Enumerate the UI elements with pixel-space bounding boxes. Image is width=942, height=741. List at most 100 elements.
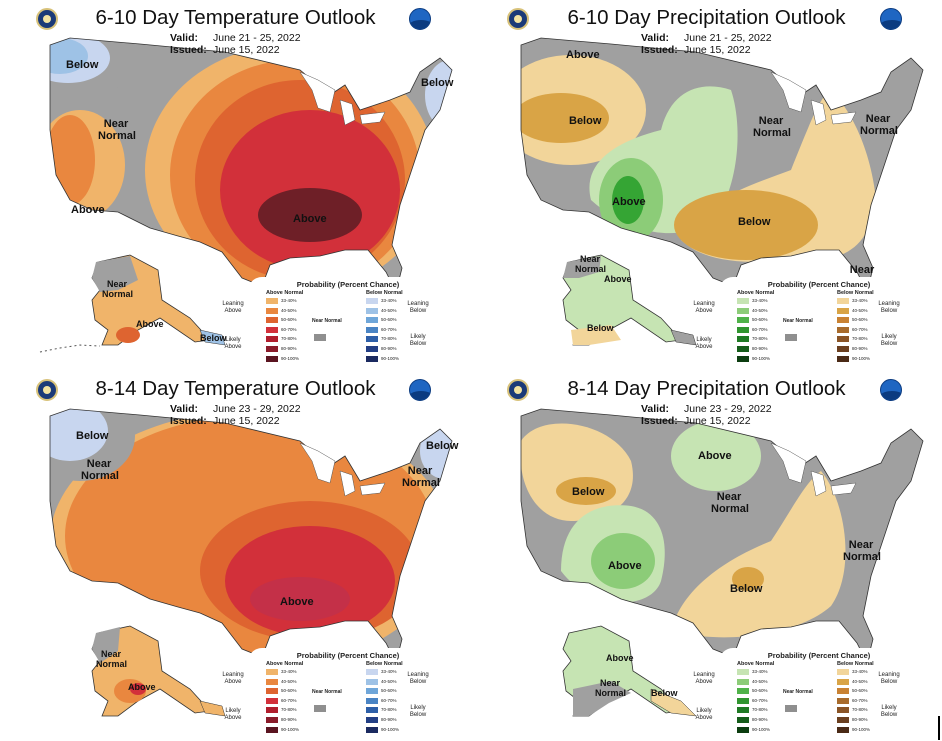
- valid-dates: June 23 - 29, 2022: [213, 403, 301, 415]
- legend-swatch-above: [737, 717, 749, 723]
- legend-title: Probability (Percent Chance): [296, 280, 400, 289]
- region-label: Near Normal: [843, 539, 881, 563]
- legend-level-label: 60-70%: [852, 326, 868, 332]
- legend-level-label: 40-50%: [752, 678, 768, 684]
- legend-level-label: 60-70%: [281, 326, 297, 332]
- legend-swatch-above: [266, 298, 278, 304]
- legend-near-normal-label: Near Normal: [783, 689, 813, 695]
- legend-swatch-above: [266, 326, 278, 333]
- valid-issued: Valid: June 21 - 25, 2022 Issued: June 15,…: [641, 32, 772, 56]
- legend-swatch-above: [737, 697, 749, 704]
- legend-level-label: 33-40%: [281, 298, 297, 303]
- legend-level-label: 90-100%: [281, 726, 300, 732]
- legend-swatch-above: [737, 678, 749, 685]
- legend-title: Probability (Percent Chance): [767, 280, 871, 289]
- legend-below-header: Below Normal: [837, 661, 874, 667]
- legend-level-label: 70-80%: [381, 707, 397, 713]
- region-label: Near Normal: [96, 649, 128, 669]
- legend-swatch-above: [737, 355, 749, 362]
- legend-swatch-below: [366, 707, 378, 714]
- legend-level-label: 50-60%: [281, 317, 297, 323]
- legend-level-label: 80-90%: [752, 717, 768, 722]
- legend-swatch-below: [837, 678, 849, 685]
- legend-below-header: Below Normal: [366, 661, 403, 667]
- legend-near-normal-label: Near Normal: [312, 318, 342, 324]
- region-label: Below: [730, 583, 763, 595]
- legend-level-label: 40-50%: [281, 307, 297, 313]
- legend-level-label: 50-60%: [381, 317, 397, 323]
- legend-leaning-below: Leaning Below: [878, 301, 900, 314]
- region-label: Above: [293, 213, 327, 225]
- legend-swatch-below: [837, 688, 849, 695]
- doc-seal-logo: [507, 8, 529, 30]
- map-title: 6-10 Day Temperature Outlook: [95, 6, 376, 29]
- legend-level-label: 33-40%: [281, 669, 297, 674]
- legend-swatch-above: [737, 669, 749, 675]
- issued-label: Issued:: [170, 414, 207, 427]
- legend-leaning-above: Leaning Above: [222, 672, 244, 685]
- legend-swatch-below: [837, 697, 849, 704]
- legend-above-header: Above Normal: [266, 661, 304, 667]
- valid-issued: Valid: June 23 - 29, 2022 Issued: June 15,…: [641, 403, 772, 427]
- legend-level-label: 60-70%: [752, 326, 768, 332]
- region-label: Near Normal: [98, 118, 136, 142]
- legend-swatch-above: [737, 688, 749, 695]
- legend-level-label: 40-50%: [752, 307, 768, 313]
- region-label: Above: [136, 319, 164, 329]
- legend-level-label: 50-60%: [852, 688, 868, 694]
- legend: Probability (Percent Chance) Above Normal…: [693, 648, 919, 740]
- legend-level-label: 90-100%: [852, 726, 871, 732]
- issued-date: June 15, 2022: [213, 414, 280, 427]
- region-label: Near Normal: [402, 465, 440, 489]
- valid-label: Valid:: [641, 403, 670, 415]
- issued-label: Issued:: [170, 43, 207, 56]
- issued-date: June 15, 2022: [684, 43, 751, 56]
- region-label: Below: [66, 59, 99, 71]
- legend-level-label: 80-90%: [752, 346, 768, 351]
- legend-level-label: 70-80%: [381, 336, 397, 342]
- map-title: 6-10 Day Precipitation Outlook: [567, 6, 846, 29]
- legend-leaning-below: Leaning Below: [407, 301, 429, 314]
- legend: Probability (Percent Chance) Above Normal…: [693, 277, 919, 369]
- noaa-logo: [409, 379, 431, 401]
- legend-swatch-above: [737, 726, 749, 733]
- valid-label: Valid:: [170, 32, 199, 44]
- legend-level-label: 50-60%: [281, 688, 297, 694]
- legend-level-label: 80-90%: [852, 717, 868, 722]
- valid-dates: June 21 - 25, 2022: [684, 32, 772, 44]
- noaa-logo: [409, 8, 431, 30]
- legend-above-header: Above Normal: [737, 661, 775, 667]
- region-label: Above: [566, 49, 600, 61]
- legend-level-label: 33-40%: [852, 298, 868, 303]
- legend-title: Probability (Percent Chance): [767, 651, 871, 660]
- valid-label: Valid:: [170, 403, 199, 415]
- legend-level-label: 80-90%: [381, 346, 397, 351]
- region-label: Near Normal: [860, 113, 898, 137]
- legend-swatch-above: [266, 355, 278, 362]
- legend-likely-below: Likely Below: [880, 334, 898, 347]
- legend-level-label: 80-90%: [381, 717, 397, 722]
- legend-swatch-above: [737, 346, 749, 352]
- legend-above-header: Above Normal: [737, 290, 775, 296]
- legend-level-label: 90-100%: [852, 355, 871, 361]
- region-label: Above: [698, 450, 732, 462]
- legend-leaning-above: Leaning Above: [693, 301, 715, 314]
- legend-level-label: 70-80%: [752, 336, 768, 342]
- legend-swatch-below: [366, 317, 378, 324]
- noaa-logo: [880, 8, 902, 30]
- legend-level-label: 40-50%: [381, 678, 397, 684]
- issued-date: June 15, 2022: [684, 414, 751, 427]
- legend-level-label: 70-80%: [281, 336, 297, 342]
- legend-swatch-above: [266, 317, 278, 324]
- legend-swatch-above: [266, 336, 278, 343]
- legend-level-label: 90-100%: [281, 355, 300, 361]
- legend-swatch-below: [837, 317, 849, 324]
- legend-level-label: 33-40%: [752, 298, 768, 303]
- legend-swatch-below: [366, 355, 378, 362]
- legend-below-header: Below Normal: [366, 290, 403, 296]
- legend-likely-below: Likely Below: [409, 334, 427, 347]
- map-title: 8-14 Day Temperature Outlook: [95, 377, 376, 400]
- legend-level-label: 70-80%: [852, 336, 868, 342]
- region-label: Below: [421, 77, 454, 89]
- legend-level-label: 50-60%: [752, 688, 768, 694]
